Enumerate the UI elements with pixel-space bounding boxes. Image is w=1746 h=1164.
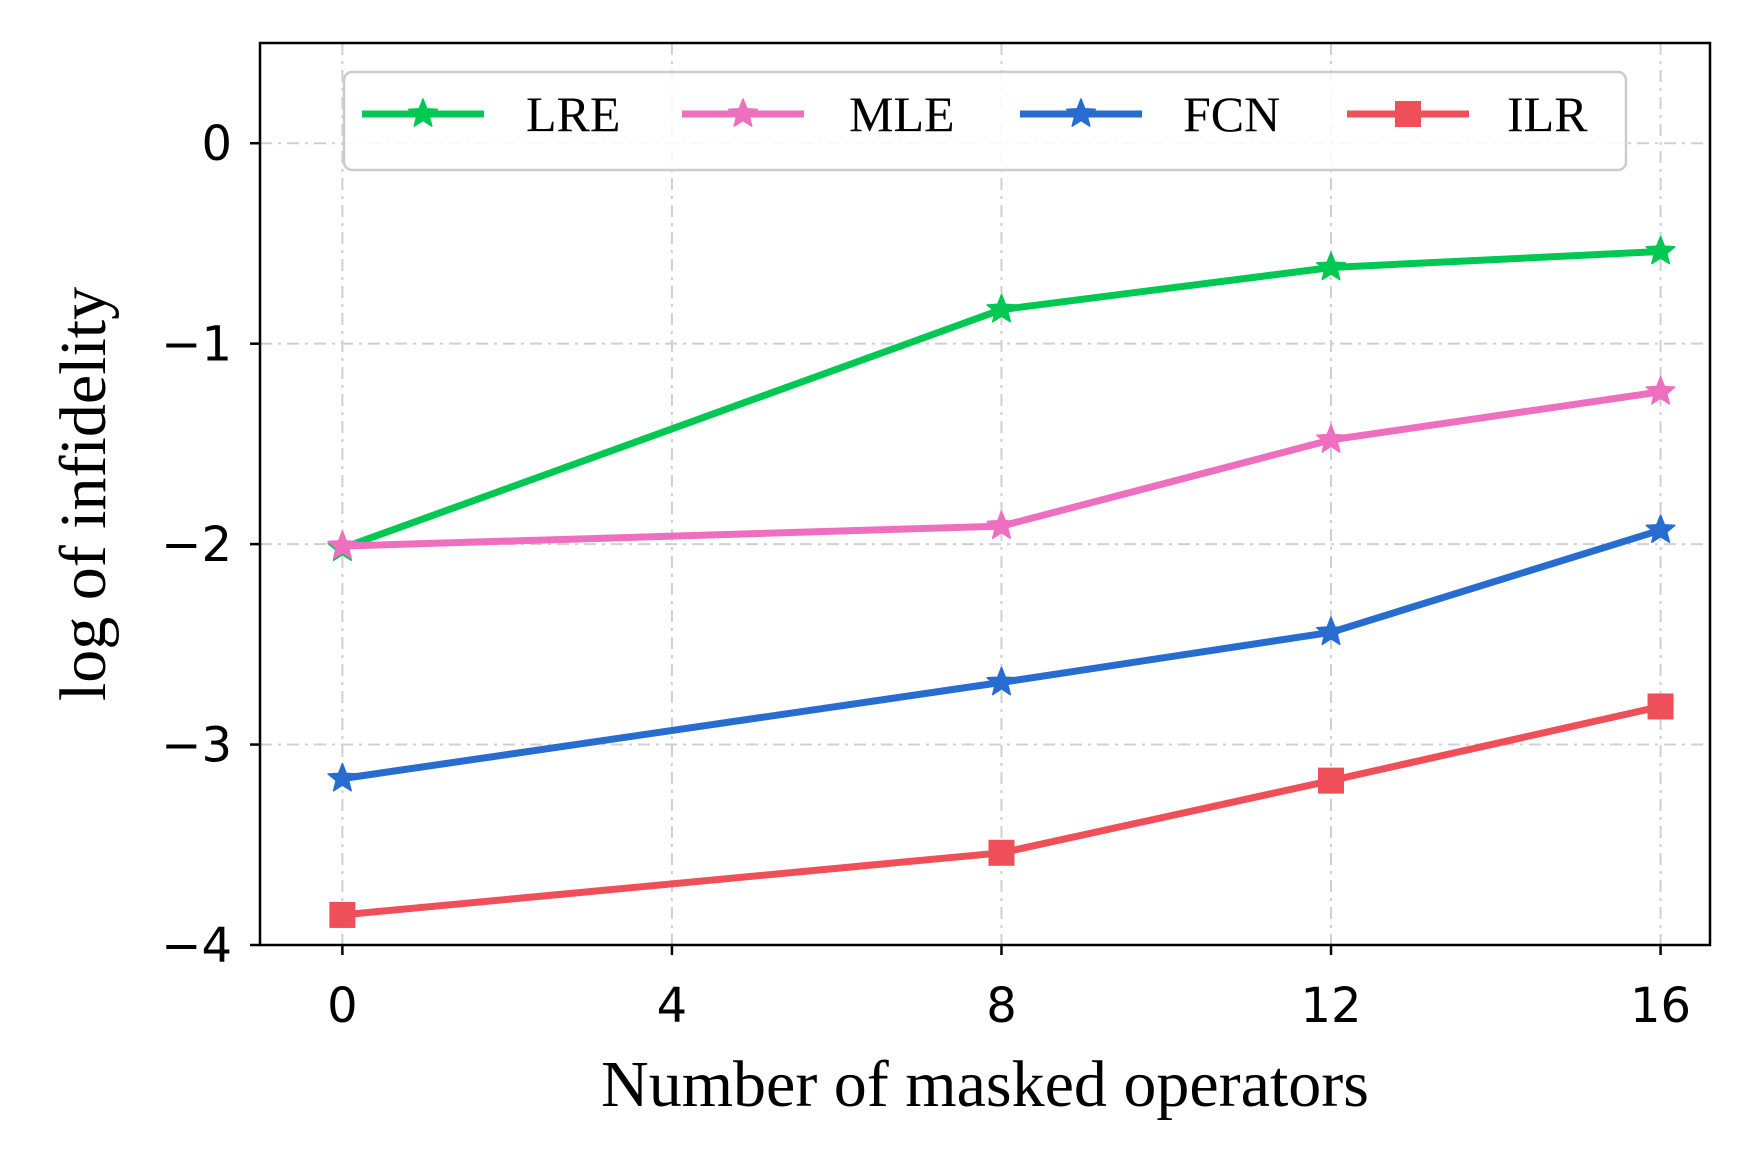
data-point-mle [986,510,1017,539]
y-axis-title: log of infidelity [47,287,120,701]
x-tick-label: 4 [657,978,688,1034]
data-point-lre [986,293,1017,323]
data-point-mle [1316,424,1347,453]
data-point-ilr [988,839,1015,866]
x-tick-label: 12 [1300,978,1361,1034]
legend: LRE MLE FCN ILR [342,70,1628,172]
legend-label-mle: MLE [849,86,955,142]
data-point-fcn [327,762,358,792]
data-point-lre [1316,251,1347,281]
legend-marker-lre [407,98,439,127]
y-tick-label: 0 [201,116,232,172]
legend-label-fcn: FCN [1183,86,1280,142]
legend-label-ilr: ILR [1507,86,1588,142]
data-point-lre [1645,235,1676,265]
y-tick-label: −1 [161,317,232,373]
legend-marker-fcn [1065,98,1097,127]
data-point-fcn [986,666,1017,696]
series-line-lre [338,248,1665,552]
data-point-mle [327,530,358,560]
y-tick-label: −4 [161,918,232,974]
series-ilr [329,693,1674,928]
plot-area [260,43,1710,945]
legend-box [342,70,1628,172]
x-tick-label: 8 [986,978,1017,1034]
series-mle [327,376,1676,560]
data-point-ilr [329,901,356,928]
legend-marker-ilr [1395,101,1421,127]
plot-frame [258,41,1712,947]
data-point-ilr [1318,767,1345,794]
series-layer [327,235,1676,928]
series-line-ilr [338,703,1665,919]
series-line-fcn [338,526,1665,783]
x-tick-label: 0 [327,978,358,1034]
data-point-fcn [1645,514,1676,543]
data-point-mle [1645,376,1676,405]
series-fcn [327,514,1676,792]
data-point-ilr [1647,693,1674,720]
legend-marker-mle [727,98,759,127]
x-axis-title: Number of masked operators [601,1048,1369,1121]
x-tick-label: 16 [1630,978,1691,1034]
y-tick-label: −2 [161,517,232,573]
legend-label-lre: LRE [526,86,620,142]
series-line-mle [338,388,1665,550]
data-point-fcn [1316,616,1347,646]
y-tick-label: −3 [161,718,232,774]
ticks: 0 4 8 12 16 0 −1 −2 −3 −4 [161,116,1691,1034]
